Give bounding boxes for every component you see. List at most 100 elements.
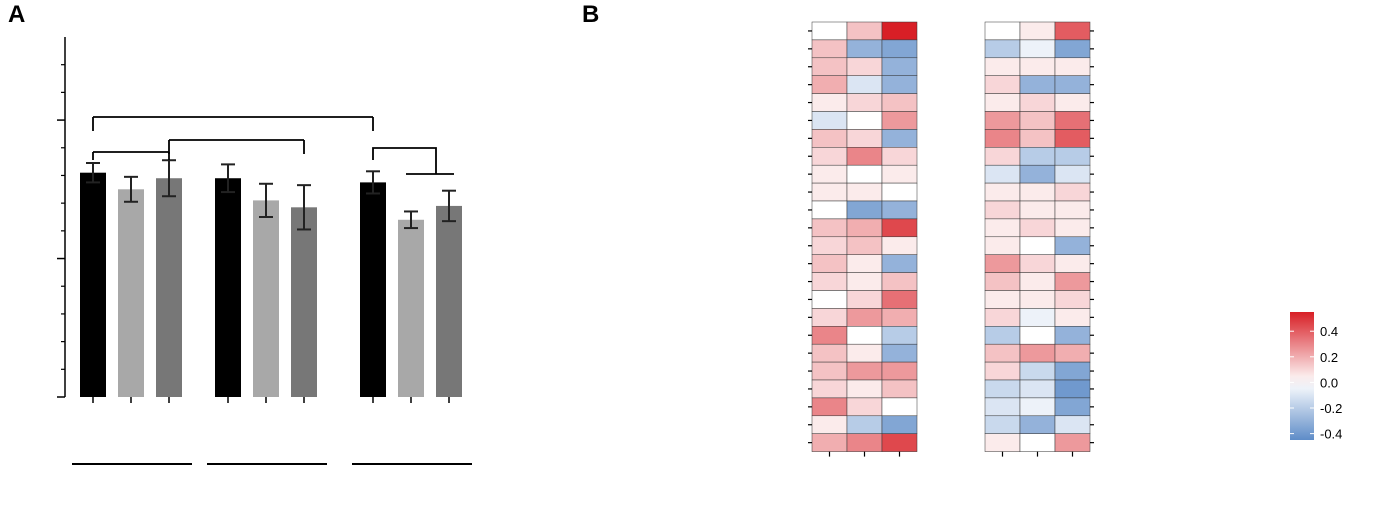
heatmap-cell <box>811 308 848 327</box>
heatmap-cell <box>811 200 848 220</box>
heatmap-cell <box>984 254 1021 273</box>
heatmap-cell <box>881 379 918 399</box>
heatmap-cell <box>811 129 848 148</box>
heatmap-cell <box>1019 200 1056 220</box>
heatmap-cell <box>984 21 1021 41</box>
heatmap-cell <box>811 272 848 291</box>
heatmap-cell <box>881 147 918 166</box>
heatmap-cell <box>1019 290 1056 309</box>
heatmap-cell <box>811 290 848 309</box>
heatmap-cell <box>881 75 918 94</box>
heatmap-cell <box>1019 254 1056 273</box>
panel-label-a: A <box>8 1 25 28</box>
heatmap-cell <box>1054 39 1091 59</box>
heatmap-cell <box>881 129 918 148</box>
heatmap-cell <box>984 308 1021 327</box>
heatmap-cell <box>1019 39 1056 59</box>
heatmap-cell <box>811 111 848 130</box>
heatmap-cell <box>1019 75 1056 94</box>
heatmap-cell <box>881 397 918 417</box>
heatmap-cell <box>1054 379 1091 399</box>
heatmap-cell <box>846 147 883 166</box>
legend-tick-label: -0.4 <box>1320 427 1342 442</box>
heatmap-cell <box>846 343 883 363</box>
heatmap-cell <box>1054 397 1091 417</box>
bar <box>398 219 424 397</box>
heatmap-cell <box>881 272 918 291</box>
heatmap-cell <box>1019 326 1056 345</box>
heatmap-cell <box>1019 308 1056 327</box>
heatmap-cell <box>881 21 918 41</box>
heatmap-cell <box>984 397 1021 417</box>
heatmap-cell <box>984 39 1021 59</box>
heatmap-cell <box>1019 93 1056 112</box>
heatmap-cell <box>1054 147 1091 166</box>
heatmap-cell <box>984 200 1021 220</box>
heatmap-cell <box>846 272 883 291</box>
heatmap-cell <box>881 111 918 130</box>
heatmap-cell <box>811 218 848 238</box>
heatmap-cell <box>1054 129 1091 148</box>
heatmap-cell <box>846 164 883 184</box>
heatmap-cell <box>846 308 883 327</box>
legend-colorbar <box>1290 312 1314 440</box>
heatmap-cell <box>984 236 1021 255</box>
heatmap-cell <box>1019 379 1056 399</box>
heatmap-cell <box>1019 415 1056 434</box>
heatmap-cell <box>1019 147 1056 166</box>
heatmap-cell <box>1054 57 1091 76</box>
heatmap-cell <box>846 290 883 309</box>
bar <box>118 189 144 397</box>
heatmap-cell <box>1054 308 1091 327</box>
heatmap-cell <box>811 57 848 76</box>
heatmap-cell <box>1019 164 1056 184</box>
heatmap-cell <box>1054 111 1091 130</box>
heatmap-cell <box>811 433 848 452</box>
heatmap-cell <box>881 218 918 238</box>
heatmap-cell <box>881 93 918 112</box>
heatmap-cell <box>881 326 918 345</box>
heatmap-cell <box>881 164 918 184</box>
heatmap-cell <box>1019 236 1056 255</box>
heatmap-cell <box>846 39 883 59</box>
heatmap-cell <box>1019 433 1056 452</box>
heatmap-cell <box>811 75 848 94</box>
heatmap-cell <box>1054 182 1091 202</box>
heatmap-cell <box>881 343 918 363</box>
heatmap-cell <box>811 326 848 345</box>
heatmap-cell <box>846 57 883 76</box>
heatmap-cell <box>984 290 1021 309</box>
heatmap-cell <box>1019 21 1056 41</box>
heatmap-cell <box>846 379 883 399</box>
heatmap-cell <box>881 57 918 76</box>
heatmap-cell <box>881 308 918 327</box>
heatmap-cell <box>881 361 918 381</box>
heatmap-cell <box>984 361 1021 381</box>
bar <box>436 205 462 397</box>
heatmap-cell <box>846 236 883 255</box>
heatmap-cell <box>881 433 918 452</box>
heatmap-cell <box>846 254 883 273</box>
heatmap-cell <box>1054 21 1091 41</box>
heatmap-cell <box>1019 397 1056 417</box>
heatmap-cell <box>1054 343 1091 363</box>
heatmap-cell <box>881 182 918 202</box>
heatmap-cell <box>846 361 883 381</box>
heatmap-cell <box>1054 326 1091 345</box>
bar <box>80 172 106 397</box>
heatmap-cell <box>846 111 883 130</box>
heatmap-cell <box>984 164 1021 184</box>
heatmap-cell <box>984 415 1021 434</box>
heatmap-cell <box>1054 433 1091 452</box>
heatmap-cell <box>1054 272 1091 291</box>
heatmap-cell <box>811 21 848 41</box>
heatmap-cell <box>1054 200 1091 220</box>
heatmap-cell <box>984 326 1021 345</box>
heatmap-cell <box>1054 93 1091 112</box>
heatmap-cell <box>1054 290 1091 309</box>
heatmap-cell <box>1019 129 1056 148</box>
heatmap-cell <box>1019 218 1056 238</box>
heatmap-cell <box>1019 57 1056 76</box>
heatmap-cell <box>1019 111 1056 130</box>
